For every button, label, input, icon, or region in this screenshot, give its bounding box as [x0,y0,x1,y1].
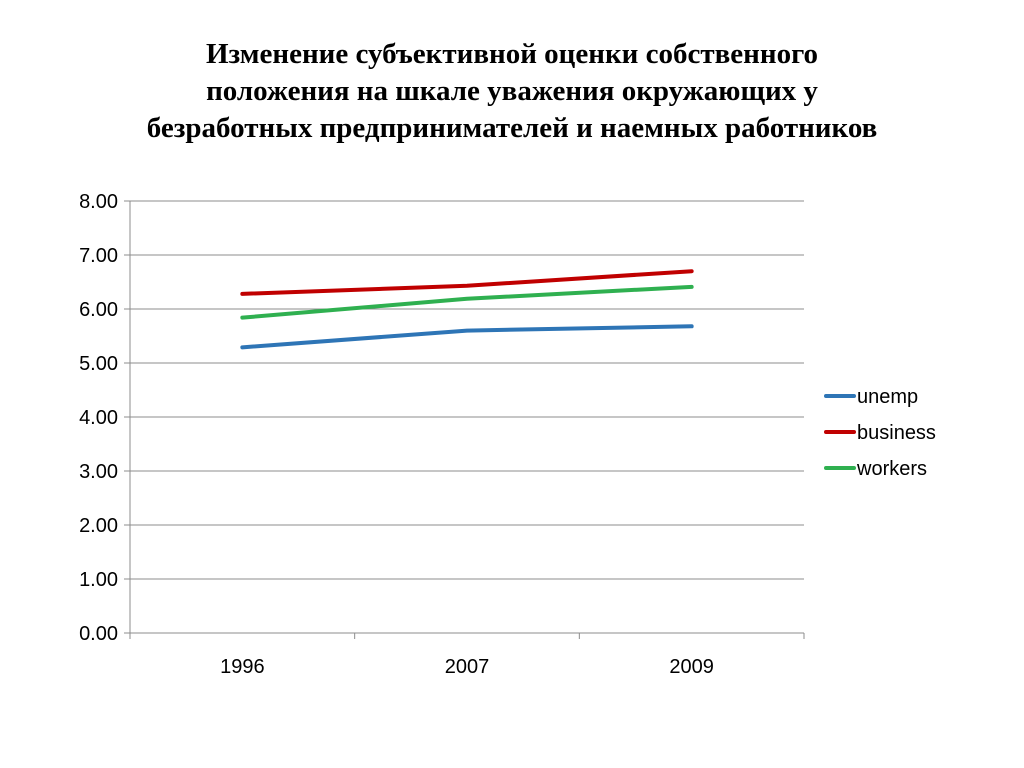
series-line-business [240,269,694,296]
y-tick-label: 0.00 [79,623,118,645]
y-tick-label: 6.00 [79,299,118,321]
series-line-workers [240,284,694,320]
gridlines [130,200,804,634]
legend-label-business: business [857,422,936,444]
series-line-unemp [240,324,694,350]
x-tick-label: 2009 [669,656,714,678]
x-tick-label: 1996 [220,656,265,678]
series-lines [240,269,694,350]
y-tick-label: 7.00 [79,245,118,267]
y-tick-label: 2.00 [79,515,118,537]
legend-label-unemp: unemp [857,386,918,408]
y-tick-label: 4.00 [79,407,118,429]
y-tick-label: 3.00 [79,461,118,483]
axes [124,200,805,639]
chart-title: Изменение субъективной оценки собственно… [0,36,1024,147]
chart-title-line-2: положения на шкале уважения окружающих у [206,75,818,107]
x-tick-label: 2007 [445,656,490,678]
y-tick-label: 8.00 [79,191,118,213]
chart-title-line-3: безработных предпринимателей и наемных р… [146,112,878,144]
legend: unemp business workers [824,386,936,480]
y-tick-labels: 0.00 1.00 2.00 3.00 4.00 5.00 6.00 7.00 8.00 [79,191,118,645]
y-tick-label: 1.00 [79,569,118,591]
y-tick-label: 5.00 [79,353,118,375]
legend-label-workers: workers [856,458,927,480]
x-tick-labels: 1996 2007 2009 [220,656,714,678]
chart-title-line-1: Изменение субъективной оценки собственно… [205,38,819,70]
